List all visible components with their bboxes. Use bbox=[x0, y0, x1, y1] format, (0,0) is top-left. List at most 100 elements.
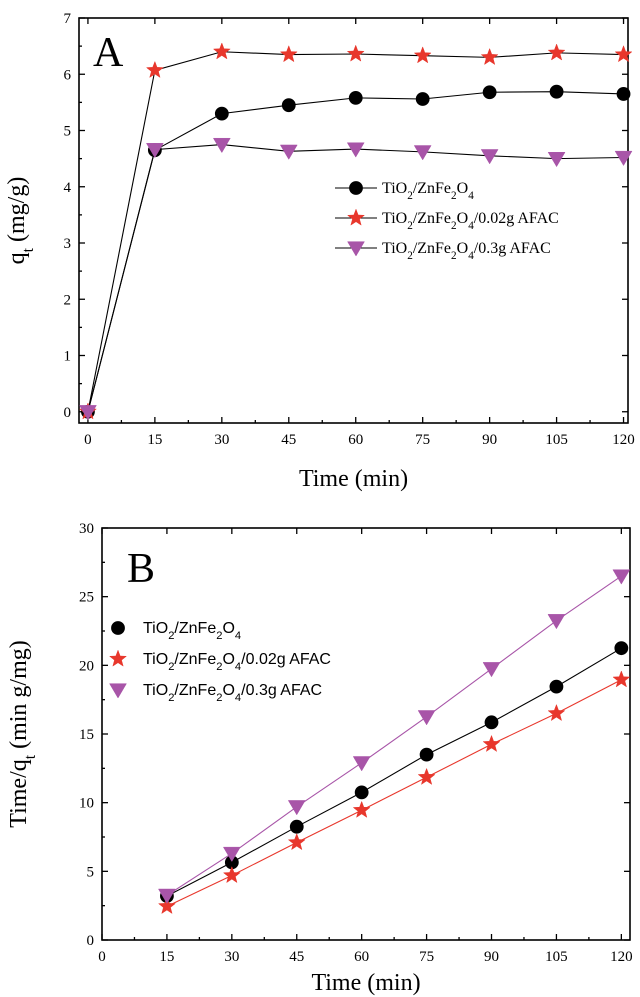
series-s2 bbox=[78, 42, 633, 420]
legend-label: TiO2/ZnFe2O4 bbox=[143, 620, 241, 642]
x-tick-label: 75 bbox=[419, 949, 434, 965]
plot-frame bbox=[101, 527, 631, 941]
data-point bbox=[482, 85, 497, 100]
x-tick-label: 120 bbox=[612, 432, 635, 448]
y-tick-label: 5 bbox=[87, 864, 95, 880]
x-tick-label: 15 bbox=[159, 949, 174, 965]
legend-label: TiO2/ZnFe2O4/0.3g AFAC bbox=[143, 682, 322, 704]
data-point bbox=[287, 833, 306, 851]
chart-panel-b: 0 15 30 45 60 75 90 105 120 0 5 10 15 20 25 30 Time (min… bbox=[6, 521, 633, 996]
legend-marker bbox=[346, 208, 366, 226]
data-point bbox=[346, 142, 365, 158]
y-tick-label: 25 bbox=[79, 590, 94, 606]
data-point bbox=[417, 767, 436, 785]
y-tick-label: 30 bbox=[79, 521, 94, 537]
legend-label: TiO2/ZnFe2O4/0.3g AFAC bbox=[382, 240, 551, 262]
x-tick-label: 105 bbox=[545, 949, 568, 965]
series-s2 bbox=[157, 670, 631, 915]
legend-label: TiO2/ZnFe2O4/0.02g AFAC bbox=[143, 651, 331, 673]
series-s1 bbox=[81, 84, 631, 419]
y-tick-label: 15 bbox=[79, 727, 94, 743]
series-line bbox=[87, 51, 624, 412]
data-point bbox=[547, 703, 566, 722]
legend-marker bbox=[349, 181, 363, 195]
y-tick-label: 3 bbox=[64, 236, 72, 252]
legend-entry-s2: TiO2/ZnFe2O4/0.02g AFAC bbox=[108, 649, 331, 673]
data-point bbox=[354, 785, 369, 800]
x-tick-label: 0 bbox=[84, 432, 92, 448]
data-point bbox=[222, 846, 241, 863]
data-point bbox=[145, 60, 164, 78]
data-point bbox=[419, 747, 434, 762]
y-tick-label: 10 bbox=[79, 796, 94, 812]
data-point bbox=[614, 150, 633, 167]
x-tick-label: 75 bbox=[415, 432, 430, 448]
y-tick-label: 20 bbox=[79, 658, 94, 674]
data-point bbox=[482, 662, 501, 678]
data-point bbox=[547, 614, 566, 630]
data-point bbox=[158, 888, 176, 904]
data-point bbox=[212, 137, 231, 154]
legend-marker bbox=[109, 683, 127, 699]
legend-marker bbox=[347, 241, 365, 257]
data-point bbox=[417, 710, 436, 726]
x-tick-label: 45 bbox=[281, 432, 296, 448]
legend-label: TiO2/ZnFe2O4/0.02g AFAC bbox=[382, 210, 559, 232]
y-tick-label: 1 bbox=[64, 349, 72, 365]
data-point bbox=[145, 143, 164, 159]
x-tick-label: 90 bbox=[482, 432, 497, 448]
y-tick-label: 2 bbox=[64, 292, 72, 308]
y-axis-title: qt (mg/g) bbox=[4, 177, 37, 265]
x-tick-label: 45 bbox=[289, 949, 304, 965]
data-point bbox=[157, 896, 176, 915]
y-tick-label: 0 bbox=[64, 405, 72, 421]
data-point bbox=[346, 44, 365, 62]
x-axis-title: Time (min) bbox=[311, 970, 420, 996]
data-point bbox=[222, 865, 241, 884]
legend-marker bbox=[111, 621, 125, 635]
series-s3 bbox=[158, 569, 631, 904]
x-tick-label: 90 bbox=[484, 949, 499, 965]
y-tick-label: 0 bbox=[87, 933, 95, 949]
legend-marker bbox=[108, 649, 128, 667]
series-line bbox=[166, 575, 622, 896]
legend-entry-s1: TiO2/ZnFe2O4 bbox=[335, 180, 474, 202]
series-s1 bbox=[160, 641, 629, 903]
x-tick-label: 15 bbox=[147, 432, 162, 448]
data-point bbox=[616, 87, 631, 101]
data-point bbox=[480, 149, 499, 165]
data-point bbox=[415, 92, 430, 106]
data-point bbox=[214, 106, 229, 121]
data-point bbox=[212, 42, 231, 60]
x-tick-label: 120 bbox=[610, 949, 633, 965]
x-tick-label: 30 bbox=[214, 432, 229, 448]
data-point bbox=[289, 819, 304, 834]
data-point bbox=[348, 90, 363, 105]
panel-letter: A bbox=[93, 30, 124, 76]
data-point bbox=[484, 715, 499, 730]
series-line bbox=[166, 679, 622, 907]
legend-label: TiO2/ZnFe2O4 bbox=[382, 180, 474, 202]
data-point bbox=[480, 47, 499, 66]
data-point bbox=[549, 84, 564, 99]
x-tick-label: 60 bbox=[354, 949, 369, 965]
y-axis-title: Time/qt (min g/mg) bbox=[6, 640, 39, 827]
legend-entry-s2: TiO2/ZnFe2O4/0.02g AFAC bbox=[335, 208, 559, 232]
y-tick-label: 6 bbox=[64, 67, 72, 83]
data-point bbox=[612, 670, 631, 688]
x-tick-label: 30 bbox=[224, 949, 239, 965]
data-point bbox=[482, 734, 501, 752]
y-tick-label: 4 bbox=[64, 180, 72, 196]
x-axis-title: Time (min) bbox=[299, 466, 408, 492]
data-point bbox=[79, 405, 97, 421]
plot-frame bbox=[78, 17, 629, 424]
data-point bbox=[413, 46, 432, 64]
series-line bbox=[166, 647, 622, 897]
data-point bbox=[612, 569, 631, 585]
data-point bbox=[352, 756, 371, 772]
data-point bbox=[614, 641, 629, 656]
data-point bbox=[281, 98, 296, 113]
data-point bbox=[547, 152, 566, 168]
